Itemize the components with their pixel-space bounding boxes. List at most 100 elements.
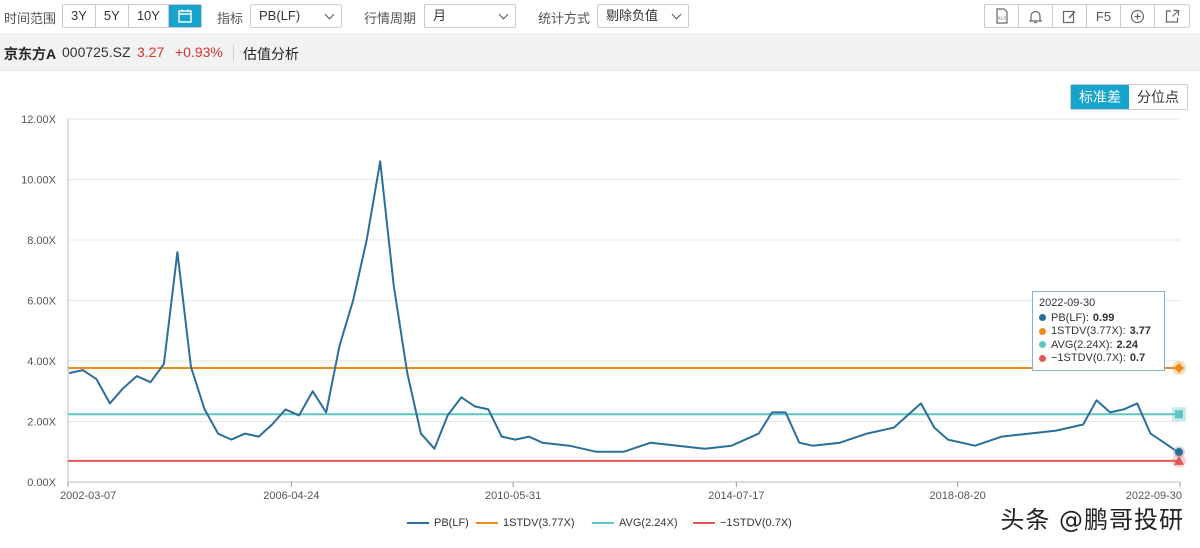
x-tick-label: 2014-07-17 xyxy=(708,490,764,502)
legend-label: 1STDV(3.77X) xyxy=(503,517,575,529)
series-dot xyxy=(1039,354,1046,362)
mode-toggle: 标准差 分位点 xyxy=(1070,84,1188,110)
avg-end-marker xyxy=(1175,410,1183,419)
marker-halo xyxy=(1172,453,1186,468)
y-tick-label: 4.00X xyxy=(27,356,56,368)
legend-item-minus1[interactable]: −1STDV(0.7X) xyxy=(693,517,792,529)
open-external-button[interactable] xyxy=(1155,5,1189,27)
minus1-end-marker xyxy=(1174,455,1184,465)
x-tick-label: 2010-05-31 xyxy=(485,490,541,502)
period-dropdown[interactable]: 月 xyxy=(424,4,516,28)
marker-halo xyxy=(1172,407,1186,422)
xls-icon: XLS xyxy=(995,8,1008,24)
f5-label: F5 xyxy=(1095,8,1112,24)
stock-change: +0.93% xyxy=(175,44,223,60)
method-dropdown[interactable]: 剔除负值 xyxy=(597,4,689,28)
chevron-down-icon xyxy=(671,9,682,20)
bell-icon xyxy=(1028,10,1043,23)
x-tick-label: 2002-03-07 xyxy=(60,490,116,502)
chevron-down-icon xyxy=(324,9,335,20)
stock-price: 3.27 xyxy=(137,44,165,60)
x-tick-label: 2006-04-24 xyxy=(263,490,319,502)
period-value: 月 xyxy=(433,8,447,23)
legend-item-pb[interactable]: PB(LF) xyxy=(407,517,469,529)
y-tick-label: 8.00X xyxy=(27,235,56,247)
y-tick-label: 10.00X xyxy=(21,175,57,187)
method-label: 统计方式 xyxy=(538,11,591,26)
x-axis: 2002-03-07 2006-04-24 2010-05-31 2014-07-17… xyxy=(60,482,1182,502)
tooltip-value: 3.77 xyxy=(1129,325,1152,338)
indicator-value: PB(LF) xyxy=(259,8,301,23)
chart-series xyxy=(68,160,1180,462)
tab-valuation[interactable]: 估值分析 xyxy=(243,46,299,62)
calendar-icon xyxy=(178,9,192,23)
calendar-button[interactable] xyxy=(168,5,201,27)
indicator-label: 指标 xyxy=(217,11,244,26)
y-tick-label: 6.00X xyxy=(27,296,56,308)
watermark: 头条 @鹏哥投研 xyxy=(1000,506,1184,534)
expand-icon xyxy=(1165,9,1179,23)
action-icons: XLS F5 xyxy=(984,4,1190,28)
y-tick-label: 0.00X xyxy=(27,477,56,489)
pb-series-line xyxy=(68,160,1179,453)
period-label: 行情周期 xyxy=(364,11,417,26)
tooltip-row-pb: PB(LF): 0.99 xyxy=(1039,311,1158,325)
chart-tooltip: 2022-09-30 PB(LF): 0.99 1STDV(3.77X): 3.77… xyxy=(1032,291,1165,371)
y-tick-label: 12.00X xyxy=(21,114,57,126)
legend-item-plus1[interactable]: 1STDV(3.77X) xyxy=(476,517,575,529)
legend-swatch xyxy=(592,522,614,524)
pb-end-marker xyxy=(1175,448,1183,457)
stock-code: 000725.SZ xyxy=(62,44,131,60)
time-range-label: 时间范围 xyxy=(4,11,57,26)
tooltip-value: 0.99 xyxy=(1092,311,1115,324)
tooltip-label: 1STDV(3.77X): xyxy=(1051,325,1126,338)
edit-button[interactable] xyxy=(1053,5,1087,27)
plus-circle-icon xyxy=(1130,9,1145,23)
y-axis: 0.00X 2.00X 4.00X 6.00X 8.00X 10.00X 12.00X xyxy=(21,114,57,489)
range-5y-button[interactable]: 5Y xyxy=(95,5,129,27)
legend-label: −1STDV(0.7X) xyxy=(720,517,792,529)
alert-button[interactable] xyxy=(1019,5,1053,27)
toolbar: 时间范围 3Y 5Y 10Y 指标 PB(LF) 行情周期 月 统计方式 剔除负… xyxy=(0,0,1200,33)
tooltip-value: 0.7 xyxy=(1129,352,1146,365)
marker-halo xyxy=(1173,446,1185,459)
tooltip-label: PB(LF): xyxy=(1051,311,1089,324)
divider xyxy=(233,45,234,61)
range-3y-button[interactable]: 3Y xyxy=(63,5,96,27)
legend-swatch xyxy=(693,522,715,524)
svg-text:XLS: XLS xyxy=(997,16,1006,21)
tooltip-label: −1STDV(0.7X): xyxy=(1051,352,1126,365)
chart-end-markers xyxy=(1172,360,1186,468)
chevron-down-icon xyxy=(498,9,509,20)
std-dev-button[interactable]: 标准差 xyxy=(1071,85,1129,109)
chart-grid xyxy=(67,118,1180,483)
xls-export-button[interactable]: XLS xyxy=(985,5,1019,27)
legend-item-avg[interactable]: AVG(2.24X) xyxy=(592,517,678,529)
series-dot xyxy=(1039,314,1046,322)
percentile-button[interactable]: 分位点 xyxy=(1129,85,1187,109)
f5-refresh-button[interactable]: F5 xyxy=(1087,5,1121,27)
chart-legend: PB(LF) 1STDV(3.77X) AVG(2.24X) −1STDV(0.… xyxy=(0,517,1200,537)
stock-header: 京东方A 000725.SZ 3.27 +0.93% 估值分析 xyxy=(0,33,1200,71)
legend-label: AVG(2.24X) xyxy=(619,517,678,529)
tooltip-date: 2022-09-30 xyxy=(1039,297,1096,309)
legend-label: PB(LF) xyxy=(434,517,469,529)
range-10y-button[interactable]: 10Y xyxy=(128,5,169,27)
tooltip-row-avg: AVG(2.24X): 2.24 xyxy=(1039,338,1158,352)
legend-swatch xyxy=(476,522,498,524)
stock-name: 京东方A xyxy=(4,46,57,62)
tooltip-row-plus1: 1STDV(3.77X): 3.77 xyxy=(1039,325,1158,339)
range-selector: 3Y 5Y 10Y xyxy=(62,4,202,28)
plus1-end-marker xyxy=(1174,362,1184,373)
series-dot xyxy=(1039,341,1046,349)
edit-icon xyxy=(1062,10,1076,23)
y-tick-label: 2.00X xyxy=(27,417,56,429)
method-value: 剔除负值 xyxy=(606,8,659,23)
legend-swatch xyxy=(407,522,429,524)
marker-halo xyxy=(1172,360,1186,375)
add-button[interactable] xyxy=(1121,5,1155,27)
tooltip-row-minus1: −1STDV(0.7X): 0.7 xyxy=(1039,352,1158,366)
indicator-dropdown[interactable]: PB(LF) xyxy=(250,4,342,28)
tooltip-label: AVG(2.24X): xyxy=(1051,338,1113,351)
